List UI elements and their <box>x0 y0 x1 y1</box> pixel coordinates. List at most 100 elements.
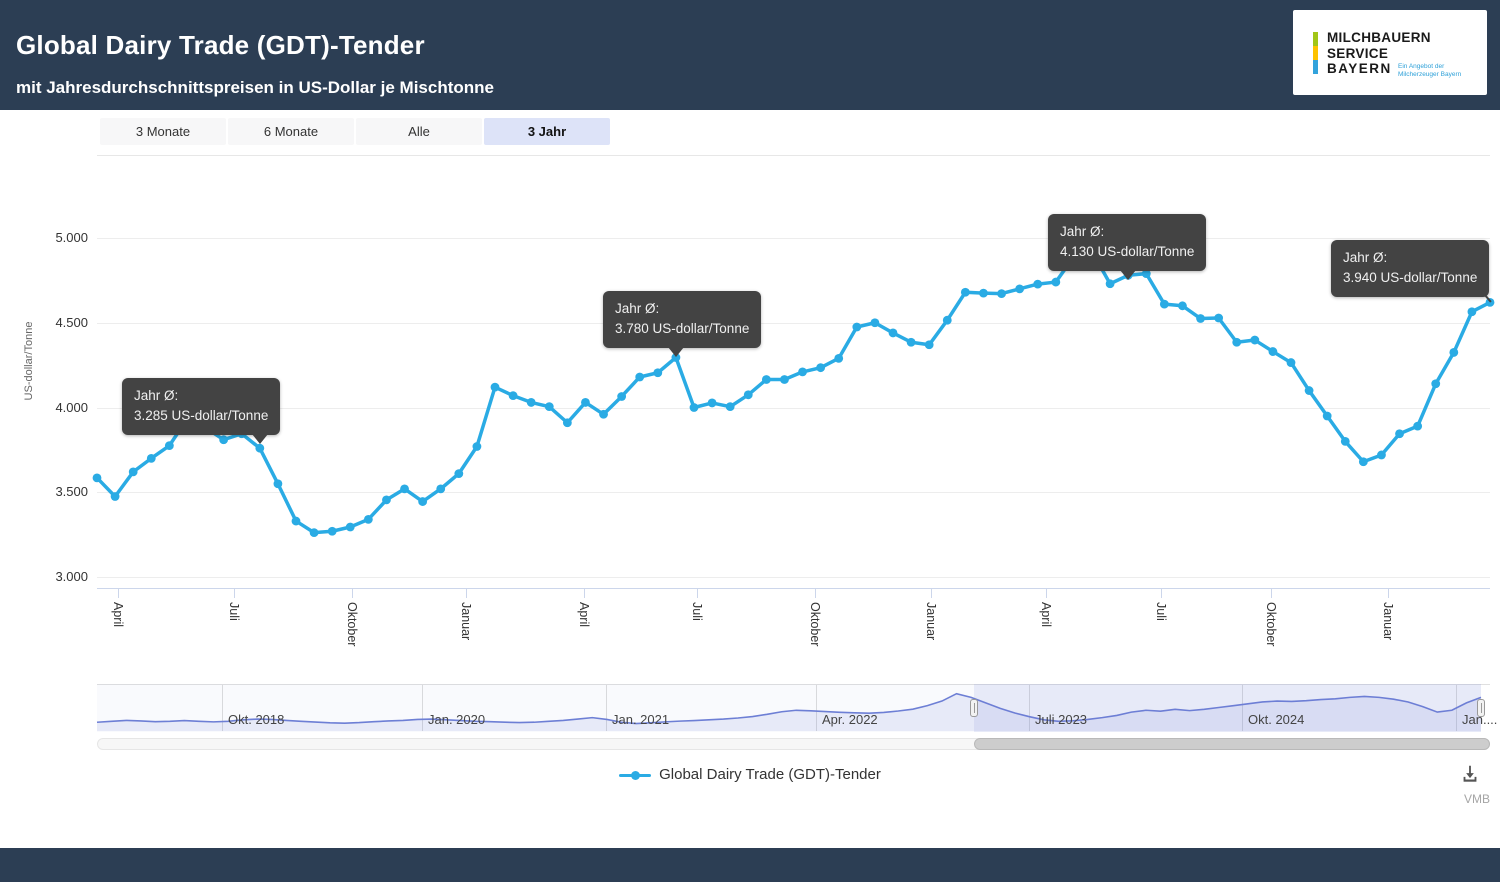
data-point[interactable] <box>870 318 880 328</box>
data-point[interactable] <box>1232 337 1242 347</box>
header: Global Dairy Trade (GDT)-Tender mit Jahr… <box>0 0 1500 110</box>
data-point[interactable] <box>110 492 120 501</box>
data-point[interactable] <box>255 443 265 453</box>
data-point[interactable] <box>707 398 717 408</box>
navigator-selected-range[interactable] <box>974 684 1481 732</box>
data-point[interactable] <box>1105 279 1115 289</box>
data-point[interactable] <box>924 340 934 350</box>
logo-tagline: Ein Angebot der Milcherzeuger Bayern <box>1398 63 1461 78</box>
data-point[interactable] <box>1413 421 1423 431</box>
navigator-right-handle[interactable] <box>1477 699 1485 717</box>
data-point[interactable] <box>128 467 138 477</box>
data-point[interactable] <box>617 392 627 401</box>
logo-text: MILCHBAUERN SERVICE BAYERN <box>1327 30 1431 77</box>
data-point[interactable] <box>418 497 428 506</box>
scrollbar-thumb[interactable] <box>974 738 1490 750</box>
navigator-outside[interactable] <box>97 684 975 732</box>
data-point[interactable] <box>454 469 464 479</box>
data-point[interactable] <box>1250 335 1260 345</box>
data-point[interactable] <box>309 528 319 537</box>
annotation-tooltip: Jahr Ø: 4.130 US-dollar/Tonne <box>1048 214 1207 280</box>
x-axis-tick <box>815 589 816 598</box>
data-point[interactable] <box>888 328 898 338</box>
data-point[interactable] <box>363 514 373 524</box>
data-point[interactable] <box>436 484 446 494</box>
series-line <box>95 249 1491 535</box>
credits-label[interactable]: VMB <box>1463 792 1490 806</box>
data-point[interactable] <box>1268 347 1278 356</box>
navigator-mini-chart[interactable] <box>96 684 1490 731</box>
data-point[interactable] <box>653 368 663 378</box>
data-point[interactable] <box>816 363 826 373</box>
data-point[interactable] <box>997 289 1006 298</box>
data-point[interactable] <box>219 435 229 445</box>
data-point[interactable] <box>562 418 572 428</box>
data-point[interactable] <box>743 390 753 400</box>
data-point[interactable] <box>382 495 391 505</box>
data-point[interactable] <box>291 516 301 526</box>
data-point[interactable] <box>834 353 844 363</box>
data-point[interactable] <box>1286 358 1296 367</box>
x-axis-tick-label: Juli <box>227 602 241 621</box>
data-point[interactable] <box>544 402 554 412</box>
data-point[interactable] <box>273 479 283 489</box>
data-point[interactable] <box>761 375 771 384</box>
annotation-line1: Jahr Ø: <box>1060 224 1105 239</box>
data-point[interactable] <box>490 382 500 392</box>
data-point[interactable] <box>1304 386 1314 395</box>
data-point[interactable] <box>689 403 699 412</box>
data-point[interactable] <box>1395 429 1404 439</box>
data-point[interactable] <box>1467 307 1477 317</box>
data-point[interactable] <box>164 441 174 451</box>
data-point[interactable] <box>798 367 807 377</box>
data-point[interactable] <box>960 287 970 297</box>
data-point[interactable] <box>1141 269 1151 278</box>
data-point[interactable] <box>400 484 409 494</box>
data-point[interactable] <box>979 288 988 298</box>
data-point[interactable] <box>942 315 952 325</box>
data-point[interactable] <box>906 337 916 347</box>
logo-tagline-1: Ein Angebot der <box>1398 63 1445 70</box>
x-axis-tick <box>1161 589 1162 598</box>
data-point[interactable] <box>635 372 645 382</box>
data-point[interactable] <box>1051 277 1061 287</box>
data-point[interactable] <box>345 522 355 532</box>
data-point[interactable] <box>1159 299 1169 309</box>
data-point[interactable] <box>146 453 156 463</box>
data-point[interactable] <box>1431 379 1441 389</box>
legend[interactable]: Global Dairy Trade (GDT)-Tender <box>0 766 1500 783</box>
data-point[interactable] <box>852 322 862 332</box>
data-point[interactable] <box>780 375 789 384</box>
data-point[interactable] <box>1377 450 1386 460</box>
data-point[interactable] <box>599 409 608 419</box>
data-point[interactable] <box>1340 437 1350 446</box>
data-point[interactable] <box>472 442 482 451</box>
range-button-6-monate[interactable]: 6 Monate <box>228 118 354 145</box>
data-point[interactable] <box>1033 279 1043 289</box>
download-button[interactable] <box>1452 758 1488 790</box>
data-point[interactable] <box>1214 313 1224 323</box>
navigator-left-handle[interactable] <box>970 699 979 717</box>
data-point[interactable] <box>92 473 102 483</box>
data-point[interactable] <box>1196 314 1205 323</box>
data-point[interactable] <box>1358 457 1368 467</box>
range-button-3-monate[interactable]: 3 Monate <box>100 118 226 145</box>
navigator-axis-label: Apr. 2022 <box>822 712 878 727</box>
data-point[interactable] <box>526 398 536 407</box>
range-button-alle[interactable]: Alle <box>356 118 482 145</box>
data-point[interactable] <box>1449 348 1459 357</box>
data-point[interactable] <box>508 391 518 401</box>
data-point[interactable] <box>725 402 735 412</box>
range-button-3-jahr[interactable]: 3 Jahr <box>484 118 610 145</box>
y-axis-tick-label: 3.000 <box>55 569 88 584</box>
data-point[interactable] <box>1015 284 1025 294</box>
x-axis-tick-label: April <box>1039 602 1053 628</box>
data-point[interactable] <box>581 398 590 407</box>
main-line-chart[interactable] <box>92 160 1495 600</box>
data-point[interactable] <box>1178 301 1187 311</box>
data-point[interactable] <box>327 526 337 536</box>
navigator-axis-label: Okt. 2024 <box>1248 712 1305 727</box>
y-axis-tick-label: 3.500 <box>55 484 88 500</box>
legend-label[interactable]: Global Dairy Trade (GDT)-Tender <box>659 766 881 783</box>
data-point[interactable] <box>1322 411 1332 421</box>
